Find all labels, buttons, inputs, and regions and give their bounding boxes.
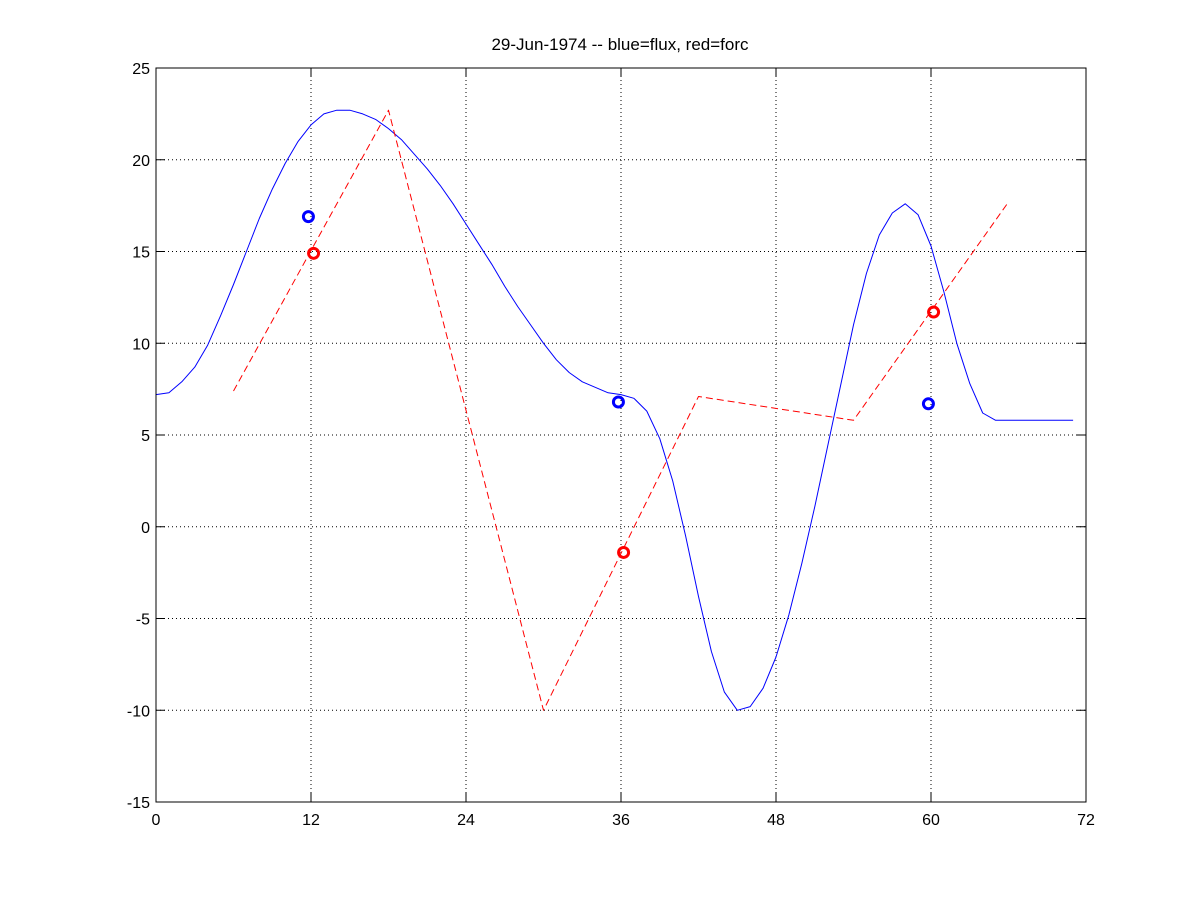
y-tick-label: -10 [127, 703, 150, 720]
y-tick-label: -15 [127, 795, 150, 812]
flux-point-marker [921, 397, 935, 411]
x-axis-tick-labels: 0 12 24 36 48 60 72 [152, 812, 1095, 829]
flux-point-marker [611, 395, 625, 409]
flux-series-line [155, 109, 1074, 711]
x-tick-label: 0 [152, 812, 161, 829]
y-tick-label: 5 [141, 428, 150, 445]
x-tick-label: 72 [1077, 812, 1095, 829]
axis-ticks [155, 67, 1087, 803]
x-tick-label: 24 [457, 812, 475, 829]
y-tick-label: 25 [132, 61, 150, 78]
chart-title: 29-Jun-1974 -- blue=flux, red=forc [491, 35, 749, 54]
x-tick-label: 12 [302, 812, 320, 829]
x-tick-label: 36 [612, 812, 630, 829]
forc-point-marker [617, 545, 631, 559]
y-tick-label: 15 [132, 245, 150, 262]
y-axis-tick-labels: -15 -10 -5 0 5 10 15 20 25 [127, 61, 150, 812]
y-tick-label: 0 [141, 520, 150, 537]
y-tick-label: 20 [132, 153, 150, 170]
y-tick-label: 10 [132, 336, 150, 353]
y-tick-label: -5 [136, 612, 150, 629]
x-tick-label: 60 [922, 812, 940, 829]
series-layer [155, 109, 1074, 711]
forc-point-marker [927, 305, 941, 319]
grid-lines [156, 68, 1086, 802]
flux-point-marker [301, 210, 315, 224]
forc-series-line [233, 109, 1009, 711]
forc-point-marker [307, 246, 321, 260]
x-tick-label: 48 [767, 812, 785, 829]
